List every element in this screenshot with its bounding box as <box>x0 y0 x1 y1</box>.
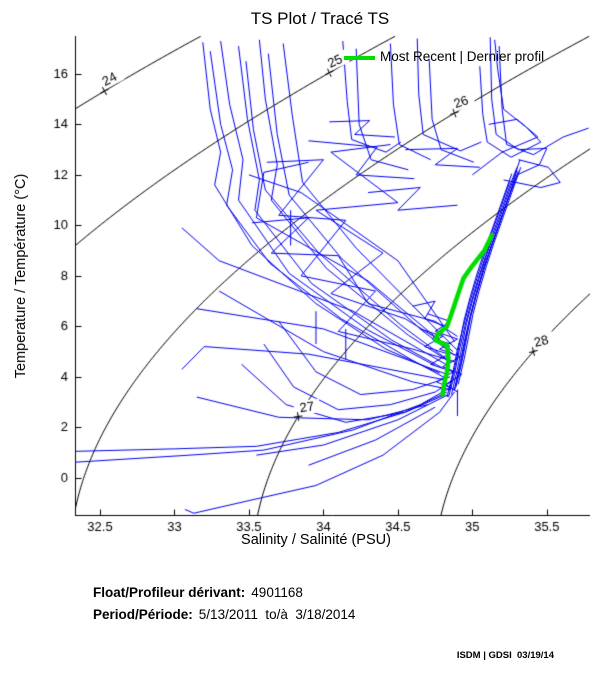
period-info: Period/Période: 5/13/2011 to/à 3/18/2014 <box>78 592 355 637</box>
period-value: 5/13/2011 to/à 3/18/2014 <box>198 607 356 622</box>
y-axis-label: Temperature / Température (°C) <box>13 173 29 379</box>
plot-title: TS Plot / Tracé TS <box>250 9 390 28</box>
x-axis-label: Salinity / Salinité (PSU) <box>241 532 391 548</box>
float-label: Float/Profileur dérivant: <box>93 585 246 600</box>
period-label: Period/Période: <box>93 607 193 622</box>
legend-most-recent-label: Most Recent | Dernier profil <box>380 49 545 64</box>
float-value: 4901168 <box>251 585 303 600</box>
float-info: Float/Profileur dérivant: 4901168 <box>78 570 303 615</box>
legend-most-recent-line <box>344 56 375 60</box>
footer-credit: ISDM | GDSI 03/19/14 <box>456 650 554 661</box>
